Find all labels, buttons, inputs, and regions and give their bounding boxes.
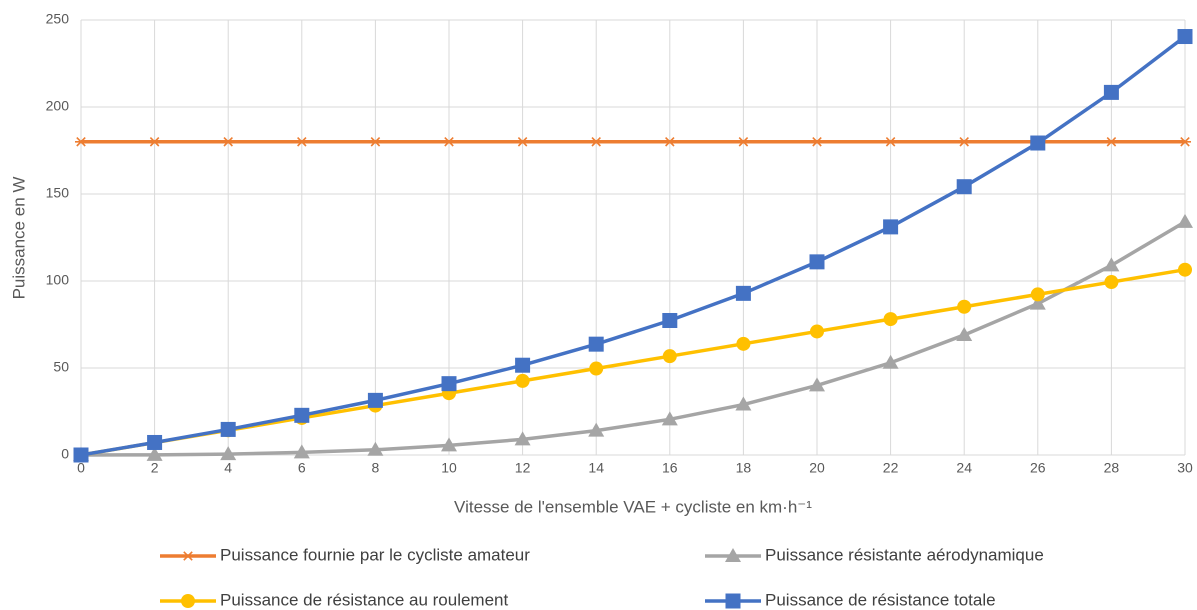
- marker: [220, 421, 236, 437]
- y-tick-label: 50: [53, 359, 69, 375]
- series-line: [80, 220, 1186, 457]
- x-tick-label: 10: [441, 460, 457, 476]
- marker: [589, 361, 604, 376]
- marker: [882, 354, 899, 369]
- y-axis-label: Puissance en W: [9, 177, 28, 300]
- marker: [220, 446, 237, 461]
- marker: [515, 373, 530, 388]
- y-tick-label: 100: [46, 272, 70, 288]
- x-axis-label: Vitesse de l'ensemble VAE + cycliste en …: [454, 497, 812, 516]
- marker: [1104, 275, 1119, 290]
- marker: [662, 312, 678, 328]
- y-tick-label: 0: [61, 446, 69, 462]
- x-tick-label: 20: [809, 460, 825, 476]
- marker: [148, 137, 161, 147]
- marker: [735, 396, 752, 411]
- marker: [590, 137, 603, 147]
- marker: [146, 446, 163, 461]
- marker: [294, 407, 310, 423]
- x-tick-label: 16: [662, 460, 678, 476]
- x-tick-label: 30: [1177, 460, 1193, 476]
- marker: [1103, 257, 1120, 272]
- x-tick-label: 28: [1104, 460, 1120, 476]
- y-tick-label: 150: [46, 185, 70, 201]
- x-tick-label: 26: [1030, 460, 1046, 476]
- marker: [1030, 135, 1046, 151]
- x-tick-label: 12: [515, 460, 531, 476]
- marker: [809, 254, 825, 270]
- marker: [75, 137, 87, 147]
- x-tick-label: 8: [372, 460, 380, 476]
- marker: [662, 349, 677, 364]
- marker: [293, 444, 310, 459]
- marker: [883, 219, 899, 235]
- x-tick-label: 22: [883, 460, 899, 476]
- x-tick-label: 2: [151, 460, 159, 476]
- legend-label: Puissance résistante aérodynamique: [765, 545, 1044, 564]
- marker: [737, 137, 750, 147]
- marker: [809, 377, 825, 392]
- marker: [956, 326, 973, 341]
- series-line: [80, 35, 1187, 457]
- marker: [441, 437, 457, 452]
- marker: [736, 336, 751, 351]
- marker: [147, 434, 163, 450]
- marker: [443, 137, 455, 147]
- y-tick-label: 250: [46, 11, 70, 27]
- marker: [369, 137, 382, 147]
- marker: [958, 137, 971, 147]
- x-tick-label: 0: [77, 460, 85, 476]
- marker: [957, 299, 972, 314]
- marker: [956, 179, 972, 195]
- marker: [73, 447, 89, 463]
- marker: [1177, 29, 1193, 45]
- marker: [1177, 213, 1193, 228]
- x-tick-label: 6: [298, 460, 306, 476]
- marker: [222, 137, 235, 147]
- marker: [661, 411, 678, 426]
- marker: [367, 441, 384, 456]
- legend-label: Puissance de résistance au roulement: [220, 590, 508, 609]
- marker: [588, 422, 605, 437]
- x-tick-label: 4: [224, 460, 232, 476]
- marker: [883, 312, 898, 327]
- marker: [514, 431, 531, 446]
- x-tick-label: 18: [736, 460, 752, 476]
- x-tick-label: 24: [956, 460, 972, 476]
- marker: [735, 285, 751, 301]
- marker: [1105, 137, 1118, 147]
- marker: [663, 137, 676, 147]
- x-tick-label: 14: [588, 460, 604, 476]
- marker: [182, 551, 194, 561]
- marker: [810, 324, 824, 339]
- marker: [1178, 262, 1192, 277]
- legend-label: Puissance fournie par le cycliste amateu…: [220, 545, 530, 564]
- marker: [367, 392, 383, 408]
- marker: [725, 548, 741, 562]
- marker: [441, 376, 457, 392]
- marker: [811, 137, 823, 147]
- marker: [1029, 295, 1046, 310]
- marker: [295, 137, 308, 147]
- marker: [515, 357, 531, 373]
- legend-label: Puissance de résistance totale: [765, 590, 996, 609]
- marker: [1179, 137, 1191, 147]
- marker: [725, 593, 741, 609]
- marker: [884, 137, 897, 147]
- marker: [1030, 287, 1045, 302]
- marker: [516, 137, 529, 147]
- marker: [181, 594, 195, 608]
- marker: [588, 336, 604, 352]
- y-tick-label: 200: [46, 98, 70, 114]
- marker: [1103, 84, 1119, 100]
